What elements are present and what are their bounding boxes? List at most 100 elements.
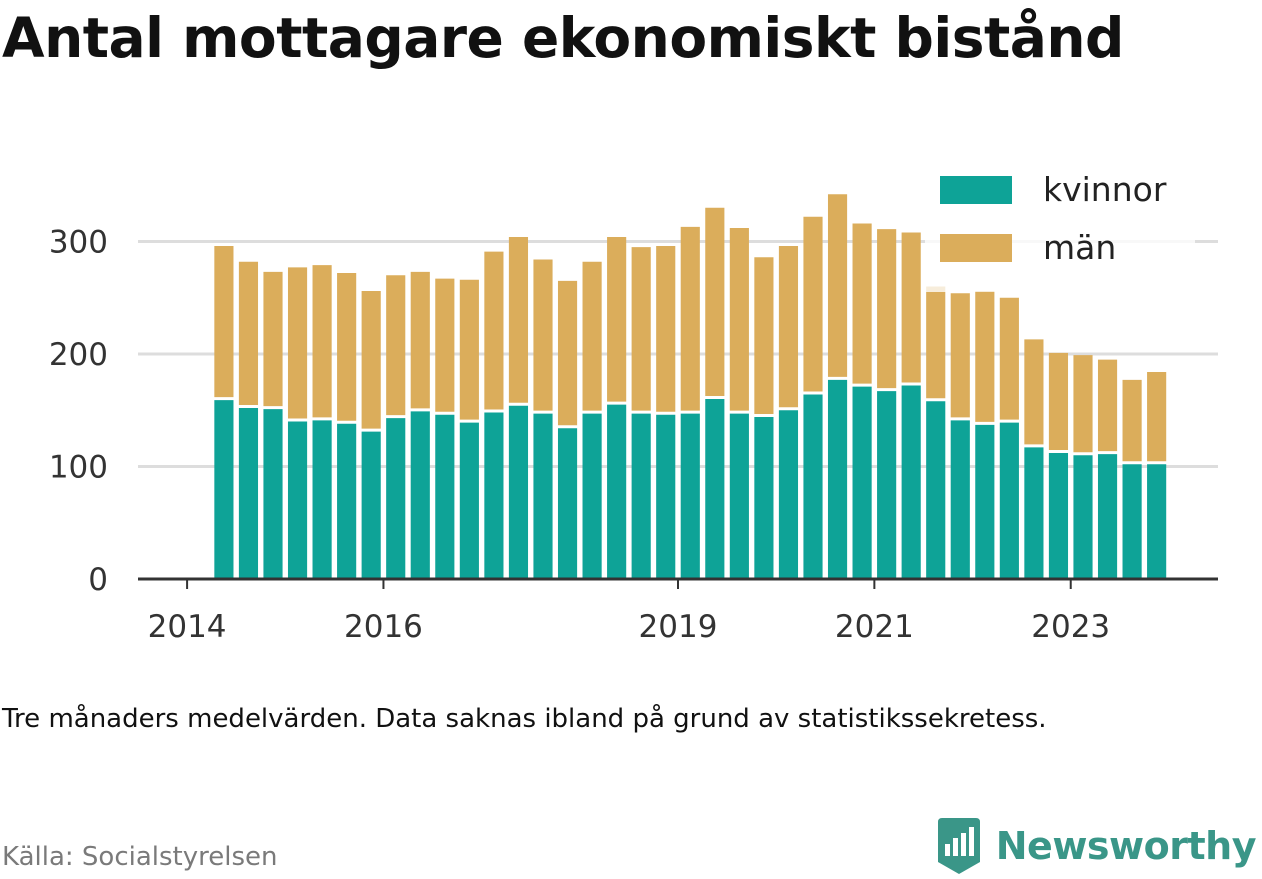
bar-man [680, 226, 700, 411]
bar-man [803, 216, 823, 392]
bar-kvinnor [557, 428, 578, 579]
bar-kvinnor [705, 399, 725, 579]
bar-man [729, 228, 749, 411]
bar-man [778, 246, 799, 408]
bar-kvinnor [877, 391, 897, 579]
y-tick-label: 200 [49, 337, 108, 373]
bar-man [410, 271, 430, 409]
legend-swatch [940, 176, 1012, 204]
bar-kvinnor [263, 409, 283, 579]
bar-kvinnor [1048, 453, 1069, 579]
bar-man [1147, 372, 1167, 462]
bar-man [877, 229, 897, 389]
legend-label: kvinnor [1043, 170, 1167, 209]
chart-note: Tre månaders medelvärden. Data saknas ib… [2, 704, 1047, 734]
bar-kvinnor [214, 400, 234, 579]
bar-man [1122, 379, 1142, 462]
bar-man [852, 223, 872, 384]
bar-man [484, 251, 504, 410]
bar-man [754, 257, 774, 414]
bar-kvinnor [508, 405, 529, 579]
bar-kvinnor [533, 413, 553, 579]
chart-title: Antal mottagare ekonomiskt bistånd [2, 6, 1124, 70]
stacked-bar-chart: 0 100 200 300 2014 2016 2019 2021 2023 kvinnor mä… [49, 168, 1218, 645]
bar-man [1048, 352, 1069, 450]
bar-kvinnor [803, 394, 823, 579]
x-tick-label: 2016 [344, 609, 423, 645]
bar-kvinnor [337, 423, 357, 579]
bar-man [214, 246, 234, 398]
bar-kvinnor [680, 413, 700, 579]
bar-kvinnor [312, 420, 332, 579]
bar-man [656, 246, 676, 412]
bar-man [533, 259, 553, 411]
bar-kvinnor [656, 414, 676, 579]
bar-man [1073, 355, 1093, 453]
bar-kvinnor [778, 410, 799, 579]
bar-man [557, 280, 578, 426]
bar-kvinnor [1097, 454, 1118, 579]
legend: kvinnor män [925, 168, 1195, 292]
bar-man [631, 247, 651, 411]
bar-kvinnor [926, 401, 946, 579]
bars [214, 194, 1167, 579]
bar-kvinnor [827, 379, 848, 579]
bar-kvinnor [459, 422, 479, 579]
bar-kvinnor [754, 417, 774, 579]
bar-man [238, 261, 259, 405]
brand-logo: Newsworthy [934, 818, 1257, 874]
source-text: Källa: Socialstyrelsen [2, 842, 278, 872]
y-tick-label: 300 [49, 225, 108, 261]
bar-kvinnor [975, 424, 995, 579]
bar-man [1024, 339, 1044, 445]
bar-man [361, 291, 381, 429]
bar-kvinnor [435, 414, 455, 579]
bar-kvinnor [950, 420, 970, 579]
bar-kvinnor [1073, 455, 1093, 579]
bar-man [337, 273, 357, 421]
bar-man [975, 291, 995, 422]
bar-kvinnor [1122, 464, 1142, 579]
x-tick-label: 2021 [835, 609, 914, 645]
x-tick-label: 2019 [639, 609, 718, 645]
y-tick-label: 100 [49, 450, 108, 486]
bar-kvinnor [1024, 447, 1044, 579]
bar-man [607, 237, 627, 402]
bar-man [901, 232, 921, 383]
bar-kvinnor [484, 412, 504, 579]
bar-kvinnor [729, 413, 749, 579]
axes: 0 100 200 300 2014 2016 2019 2021 2023 [49, 225, 1218, 645]
bar-kvinnor [582, 413, 602, 579]
legend-swatch [940, 234, 1012, 262]
bar-man [1097, 359, 1118, 452]
bar-man [582, 261, 602, 411]
bar-man [950, 293, 970, 418]
newsworthy-logo-icon [937, 818, 980, 874]
bar-man [386, 275, 406, 416]
bar-man [508, 237, 529, 403]
bar-man [263, 271, 283, 407]
bar-man [312, 265, 332, 418]
bar-kvinnor [386, 418, 406, 579]
bar-kvinnor [631, 413, 651, 579]
x-tick-label: 2014 [148, 609, 227, 645]
bar-man [827, 194, 848, 377]
bar-kvinnor [607, 404, 627, 579]
bar-man [705, 207, 725, 396]
bar-kvinnor [361, 431, 381, 579]
bar-kvinnor [852, 386, 872, 579]
bar-man [926, 286, 946, 399]
bar-man [435, 278, 455, 412]
y-tick-label: 0 [88, 562, 108, 598]
bar-kvinnor [999, 422, 1019, 579]
bar-kvinnor [238, 408, 259, 579]
bar-kvinnor [410, 411, 430, 579]
bar-man [459, 279, 479, 420]
bar-man [287, 267, 308, 419]
bar-kvinnor [287, 421, 308, 579]
bar-kvinnor [1147, 464, 1167, 579]
legend-label: män [1043, 228, 1116, 267]
x-tick-label: 2023 [1031, 609, 1110, 645]
bar-man [999, 297, 1019, 420]
brand-name: Newsworthy [995, 824, 1257, 868]
